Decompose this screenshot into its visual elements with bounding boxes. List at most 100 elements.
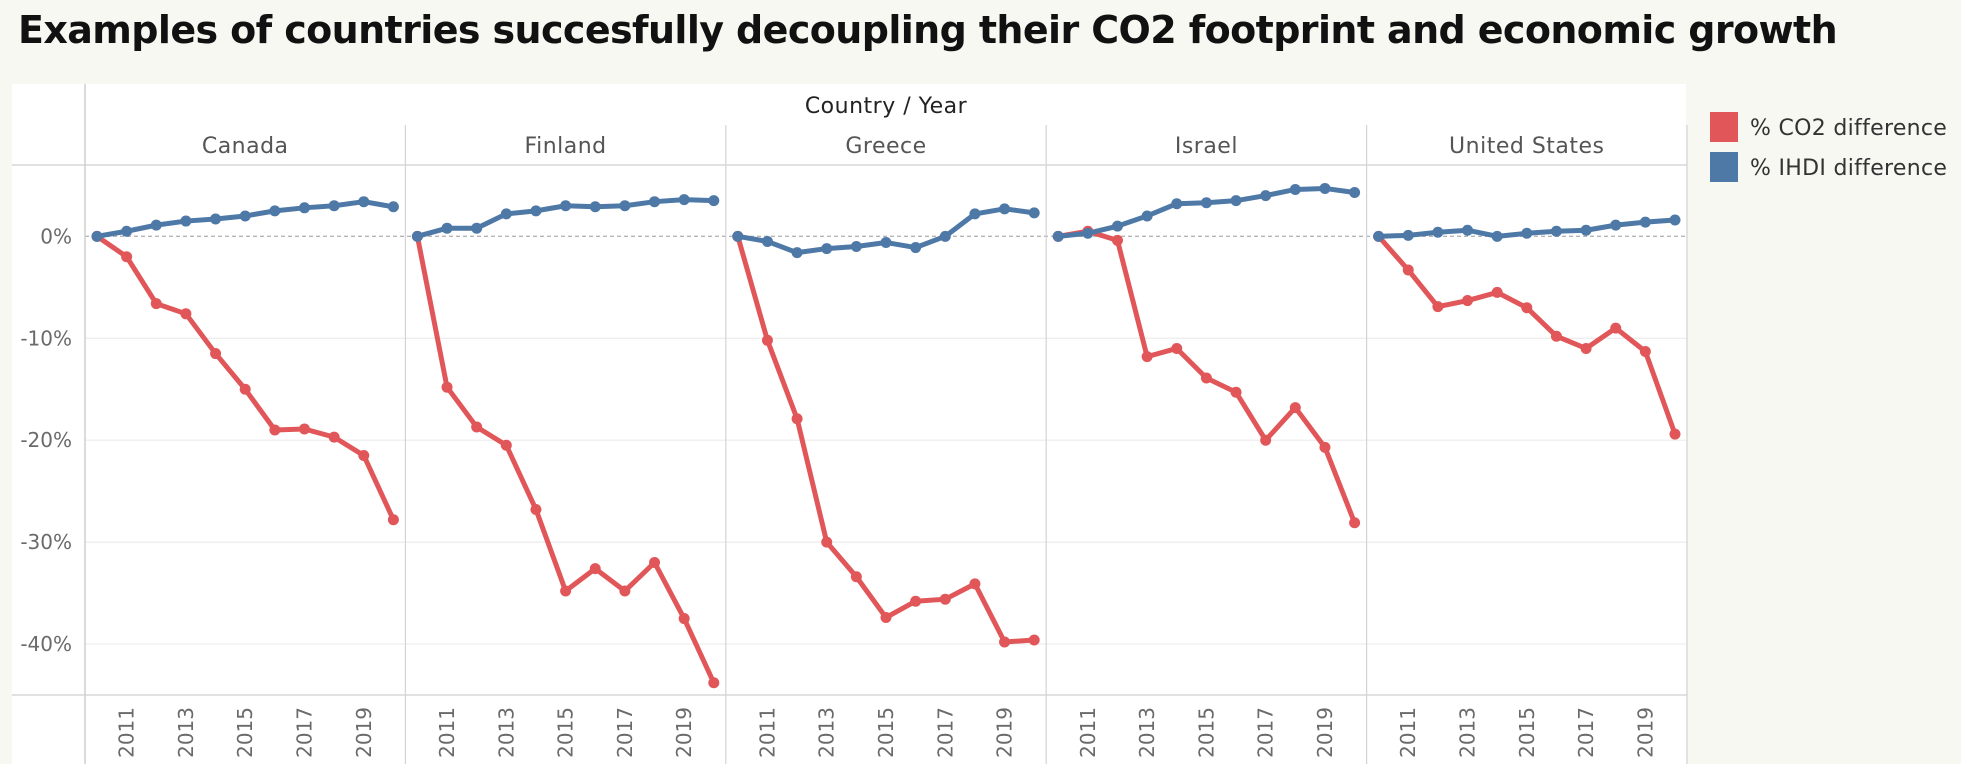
data-point-co2-difference bbox=[1432, 301, 1444, 313]
data-point-co2-difference bbox=[441, 381, 453, 393]
legend-label: % IHDI difference bbox=[1750, 156, 1947, 181]
data-point-ihdi-difference bbox=[530, 205, 542, 217]
data-point-ihdi-difference bbox=[761, 235, 773, 247]
data-point-ihdi-difference bbox=[121, 225, 133, 237]
data-point-ihdi-difference bbox=[269, 205, 281, 217]
data-point-co2-difference bbox=[1521, 302, 1533, 314]
x-tick-label: 2015 bbox=[554, 707, 578, 758]
y-tick-label: -10% bbox=[20, 326, 72, 350]
panel-label: United States bbox=[1449, 134, 1604, 159]
x-tick-label: 2019 bbox=[672, 707, 696, 758]
data-point-ihdi-difference bbox=[732, 230, 744, 242]
axis-layer: 0% -10% -20% -30% -40% Canada 2011 2013 2015 2017… bbox=[20, 134, 1657, 758]
x-tick-label: 2013 bbox=[1456, 707, 1480, 758]
data-point-ihdi-difference bbox=[1432, 226, 1444, 238]
data-point-co2-difference bbox=[1639, 346, 1651, 358]
legend-swatch bbox=[1710, 152, 1738, 182]
x-tick-label: 2011 bbox=[755, 707, 779, 758]
x-tick-label: 2015 bbox=[1515, 707, 1539, 758]
x-tick-label: 2019 bbox=[993, 707, 1017, 758]
data-point-co2-difference bbox=[708, 677, 720, 689]
data-point-ihdi-difference bbox=[1669, 214, 1681, 226]
data-point-co2-difference bbox=[471, 421, 483, 433]
y-tick-label: 0% bbox=[40, 224, 72, 248]
legend: % CO2 difference % IHDI difference bbox=[1710, 112, 1947, 182]
data-point-co2-difference bbox=[1230, 386, 1242, 398]
data-point-co2-difference bbox=[328, 431, 340, 443]
data-point-ihdi-difference bbox=[589, 201, 601, 213]
data-point-co2-difference bbox=[649, 557, 661, 568]
data-point-ihdi-difference bbox=[880, 236, 892, 248]
frame-layer bbox=[12, 84, 1688, 764]
data-point-ihdi-difference bbox=[150, 219, 162, 231]
data-point-ihdi-difference bbox=[1230, 195, 1242, 207]
x-tick-label: 2011 bbox=[1396, 707, 1420, 758]
panel-label: Canada bbox=[202, 134, 289, 159]
data-point-ihdi-difference bbox=[328, 200, 340, 212]
x-tick-label: 2017 bbox=[933, 707, 957, 758]
grid-layer bbox=[85, 235, 1687, 645]
x-tick-label: 2011 bbox=[115, 707, 139, 758]
data-point-co2-difference bbox=[1610, 322, 1622, 334]
x-tick-label: 2013 bbox=[494, 707, 518, 758]
data-point-ihdi-difference bbox=[298, 202, 310, 214]
x-tick-label: 2015 bbox=[233, 707, 257, 758]
data-point-co2-difference bbox=[500, 439, 512, 451]
x-tick-label: 2017 bbox=[613, 707, 637, 758]
x-tick-label: 2011 bbox=[435, 707, 459, 758]
data-point-co2-difference bbox=[1141, 351, 1153, 363]
data-point-ihdi-difference bbox=[471, 222, 483, 234]
data-point-ihdi-difference bbox=[387, 201, 399, 213]
column-header: Country / Year bbox=[805, 94, 968, 119]
data-point-co2-difference bbox=[180, 308, 192, 320]
data-point-ihdi-difference bbox=[1610, 219, 1622, 231]
data-point-co2-difference bbox=[298, 423, 310, 435]
series-layer bbox=[91, 182, 1681, 689]
plot-background bbox=[12, 84, 1686, 764]
data-point-co2-difference bbox=[1111, 234, 1123, 246]
x-tick-label: 2011 bbox=[1076, 707, 1100, 758]
data-point-ihdi-difference bbox=[1260, 190, 1272, 202]
data-point-ihdi-difference bbox=[91, 230, 103, 242]
data-point-ihdi-difference bbox=[1373, 230, 1385, 242]
data-point-co2-difference bbox=[821, 536, 833, 548]
data-point-co2-difference bbox=[791, 413, 803, 425]
data-point-ihdi-difference bbox=[791, 247, 803, 259]
data-point-co2-difference bbox=[1580, 342, 1592, 354]
data-point-co2-difference bbox=[999, 636, 1011, 648]
data-point-ihdi-difference bbox=[999, 203, 1011, 215]
data-point-ihdi-difference bbox=[1171, 198, 1183, 210]
x-tick-label: 2013 bbox=[815, 707, 839, 758]
x-tick-label: 2019 bbox=[1633, 707, 1657, 758]
data-point-ihdi-difference bbox=[1111, 220, 1123, 232]
data-point-ihdi-difference bbox=[1052, 230, 1064, 242]
data-point-co2-difference bbox=[969, 578, 981, 590]
data-point-co2-difference bbox=[121, 251, 133, 263]
data-point-ihdi-difference bbox=[1349, 187, 1361, 199]
data-point-ihdi-difference bbox=[910, 242, 922, 254]
data-point-co2-difference bbox=[560, 585, 572, 597]
data-point-co2-difference bbox=[1260, 434, 1272, 446]
data-point-co2-difference bbox=[880, 612, 892, 624]
data-point-ihdi-difference bbox=[1319, 182, 1331, 194]
data-point-co2-difference bbox=[1669, 428, 1681, 440]
data-point-ihdi-difference bbox=[411, 230, 423, 242]
data-point-ihdi-difference bbox=[821, 243, 833, 255]
data-point-ihdi-difference bbox=[441, 222, 453, 234]
data-point-ihdi-difference bbox=[1402, 229, 1414, 241]
data-point-co2-difference bbox=[1289, 402, 1301, 414]
panel-canada bbox=[91, 196, 399, 526]
x-tick-label: 2013 bbox=[1135, 707, 1159, 758]
data-point-co2-difference bbox=[850, 571, 862, 583]
panel-greece bbox=[732, 203, 1040, 648]
data-point-co2-difference bbox=[1171, 342, 1183, 354]
x-tick-label: 2015 bbox=[1194, 707, 1218, 758]
panel-label: Israel bbox=[1175, 134, 1238, 159]
data-point-co2-difference bbox=[939, 593, 951, 605]
data-point-ihdi-difference bbox=[969, 208, 981, 220]
data-point-co2-difference bbox=[1550, 330, 1562, 342]
data-point-ihdi-difference bbox=[1550, 225, 1562, 237]
data-point-ihdi-difference bbox=[1141, 210, 1153, 222]
panel-label: Finland bbox=[525, 134, 607, 159]
